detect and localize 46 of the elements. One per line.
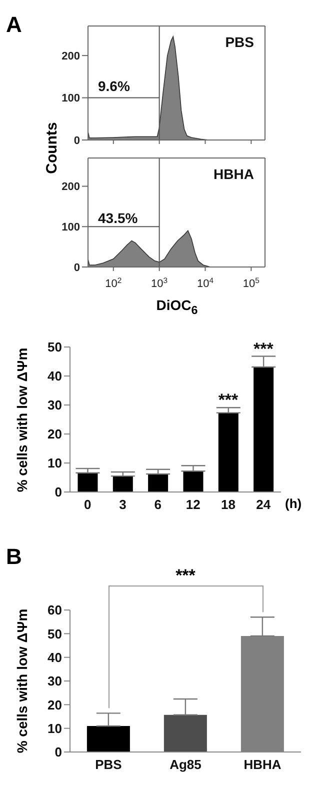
x-tick-label: 0 bbox=[84, 497, 92, 512]
y-tick-label: 10 bbox=[48, 456, 62, 471]
x-tick-label: 12 bbox=[186, 497, 200, 512]
y-tick-label: 0 bbox=[54, 744, 62, 760]
text: A bbox=[6, 12, 22, 38]
x-axis-title: (h) bbox=[285, 496, 302, 511]
annotation: 9.6% bbox=[98, 78, 130, 94]
y-tick-label: 100 bbox=[62, 92, 80, 105]
y-tick-label: 200 bbox=[62, 181, 80, 194]
x-tick-label: 18 bbox=[221, 497, 236, 512]
y-tick-label: 50 bbox=[48, 626, 62, 642]
y-tick-label: 40 bbox=[48, 368, 62, 384]
y-axis-title: Counts bbox=[44, 122, 60, 174]
x-tick-label: Ag85 bbox=[170, 757, 202, 772]
x-tick-label: 10$^{3}$ bbox=[151, 276, 168, 290]
x-tick-label: HBHA bbox=[244, 757, 282, 772]
annotation: *** bbox=[218, 390, 239, 410]
annotation: *** bbox=[253, 339, 274, 358]
text: *** bbox=[176, 566, 196, 586]
y-tick-label: 30 bbox=[48, 674, 62, 689]
x-axis-title: DiOC$_{6}$ bbox=[156, 297, 198, 317]
y-tick-label: 40 bbox=[48, 650, 62, 665]
annotation: PBS bbox=[225, 34, 254, 50]
y-tick-label: 100 bbox=[62, 222, 80, 234]
y-tick-label: 20 bbox=[48, 697, 62, 712]
y-tick-label: 30 bbox=[48, 398, 62, 413]
x-tick-label: 24 bbox=[256, 497, 272, 512]
y-tick-label: 50 bbox=[48, 340, 62, 355]
y-axis-title: % cells with low ΔΨm bbox=[14, 347, 30, 492]
x-tick-label: 10$^{2}$ bbox=[105, 276, 122, 290]
x-tick-label: 10$^{5}$ bbox=[242, 276, 260, 290]
y-tick-label: 0 bbox=[54, 484, 62, 500]
y-tick-label: 0 bbox=[74, 262, 80, 274]
annotation: HBHA bbox=[214, 166, 254, 182]
annotation: 43.5% bbox=[98, 210, 138, 226]
text: B bbox=[6, 544, 22, 570]
y-axis-title: % cells with low ΔΨm bbox=[14, 608, 30, 754]
x-tick-label: PBS bbox=[95, 757, 122, 772]
y-tick-label: 60 bbox=[48, 602, 62, 618]
y-tick-label: 200 bbox=[62, 50, 80, 62]
x-tick-label: 3 bbox=[119, 497, 126, 512]
y-tick-label: 10 bbox=[48, 720, 62, 736]
x-tick-label: 10$^{4}$ bbox=[196, 276, 214, 290]
y-tick-label: 0 bbox=[74, 134, 80, 147]
y-tick-label: 20 bbox=[48, 426, 62, 442]
x-tick-label: 6 bbox=[154, 497, 162, 512]
